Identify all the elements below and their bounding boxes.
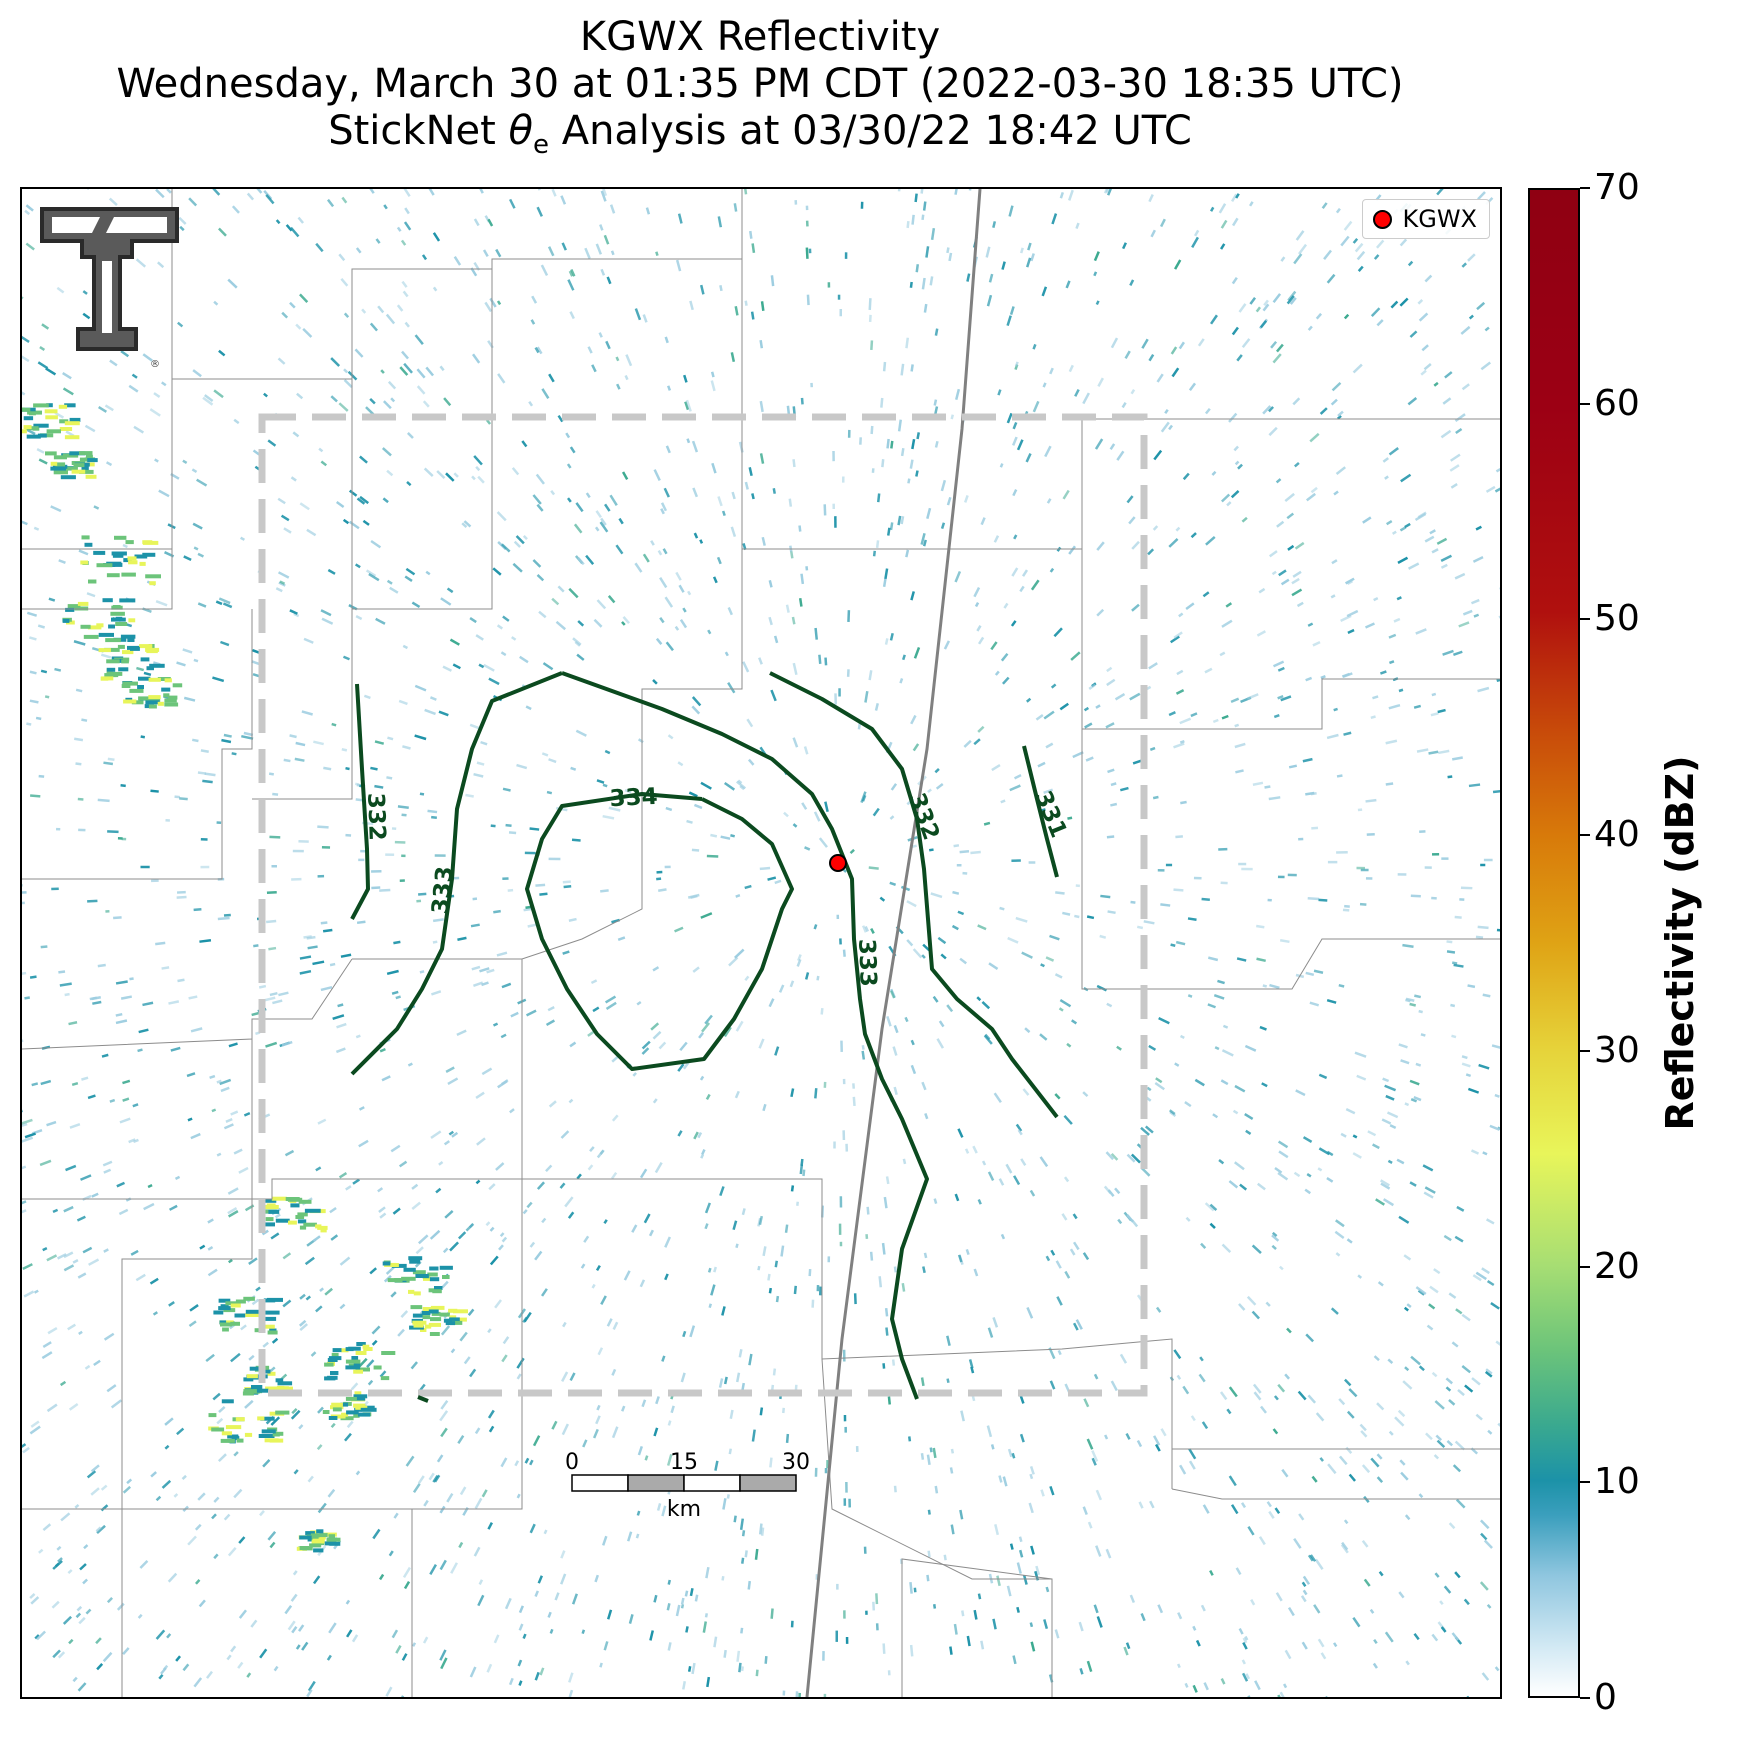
- texas-tech-logo: ®: [40, 207, 179, 370]
- colorbar-tick-label: 30: [1594, 1029, 1640, 1071]
- title-line-3: StickNet θe Analysis at 03/30/22 18:42 U…: [20, 108, 1500, 169]
- contour-332-east: [769, 671, 1059, 1119]
- contour-333-west: [350, 671, 563, 1076]
- scale-tick-15: 15: [670, 1450, 698, 1475]
- contour-label-331: 331: [1029, 787, 1071, 841]
- svg-text:®: ®: [150, 359, 160, 370]
- scale-tick-0: 0: [565, 1450, 579, 1475]
- colorbar-tick-label: 10: [1594, 1461, 1640, 1503]
- colorbar-tick-mark: [1580, 834, 1590, 837]
- colorbar-tick-mark: [1580, 618, 1590, 621]
- legend-label: KGWX: [1402, 205, 1477, 233]
- contour-333-east: [561, 671, 929, 1400]
- colorbar-tick-label: 40: [1594, 814, 1640, 856]
- contour-label-333-east: 333: [853, 938, 881, 987]
- colorbar-tick-mark: [1580, 1049, 1590, 1052]
- reflectivity-echoes: [22, 189, 1500, 1697]
- scale-bar: 0 15 30 km: [565, 1450, 810, 1522]
- colorbar-tick-label: 50: [1594, 598, 1640, 640]
- map-legend: KGWX: [1362, 199, 1490, 239]
- title-line-2: Wednesday, March 30 at 01:35 PM CDT (202…: [116, 61, 1404, 107]
- colorbar-tick-mark: [1580, 402, 1590, 405]
- colorbar-title: Reflectivity (dBZ): [1658, 755, 1702, 1131]
- interstate-highway: [805, 189, 982, 1697]
- contour-stub: [417, 1395, 429, 1403]
- title-analysis-suffix: Analysis at 03/30/22 18:42 UTC: [561, 108, 1192, 154]
- colorbar-tick-mark: [1580, 1697, 1590, 1699]
- title-analysis-prefix: StickNet: [328, 108, 496, 154]
- county-borders: [22, 189, 1500, 1697]
- contour-label-333-west: 333: [428, 865, 459, 915]
- colorbar-tick-mark: [1580, 187, 1590, 189]
- colorbar-tick-label: 20: [1594, 1245, 1640, 1287]
- analysis-domain-box: [258, 413, 1148, 1397]
- theta-subscript: e: [532, 130, 549, 160]
- colorbar-tick-label: 60: [1594, 382, 1640, 424]
- legend-marker-icon: [1373, 209, 1393, 229]
- theta-symbol: θ: [508, 108, 533, 154]
- contour-334: [525, 792, 794, 1071]
- theta-e-contours: [350, 671, 1059, 1403]
- colorbar-tick-mark: [1580, 1265, 1590, 1268]
- colorbar-tick-label: 70: [1594, 167, 1640, 208]
- colorbar-tick-mark: [1580, 1481, 1590, 1484]
- contour-label-332-east: 332: [903, 790, 944, 844]
- contour-label-334: 334: [609, 784, 658, 812]
- radar-site-marker[interactable]: [829, 854, 847, 872]
- contour-labels: 332 333 334 332 333 331: [362, 784, 1071, 987]
- title-line-1: KGWX Reflectivity: [579, 14, 941, 60]
- map-panel[interactable]: 332 333 334 332 333 331 ® 0 15 30 km KGW…: [20, 187, 1502, 1699]
- scale-tick-30: 30: [782, 1450, 810, 1475]
- figure-title: KGWX Reflectivity Wednesday, March 30 at…: [20, 14, 1500, 169]
- contour-332-west: [350, 683, 370, 920]
- radar-map[interactable]: 332 333 334 332 333 331 ® 0 15 30 km: [22, 189, 1500, 1697]
- contour-331: [1022, 745, 1059, 878]
- scale-unit: km: [667, 1497, 701, 1522]
- contour-label-332-west: 332: [362, 792, 390, 841]
- reflectivity-colorbar: [1528, 188, 1580, 1698]
- colorbar-tick-label: 0: [1594, 1677, 1617, 1718]
